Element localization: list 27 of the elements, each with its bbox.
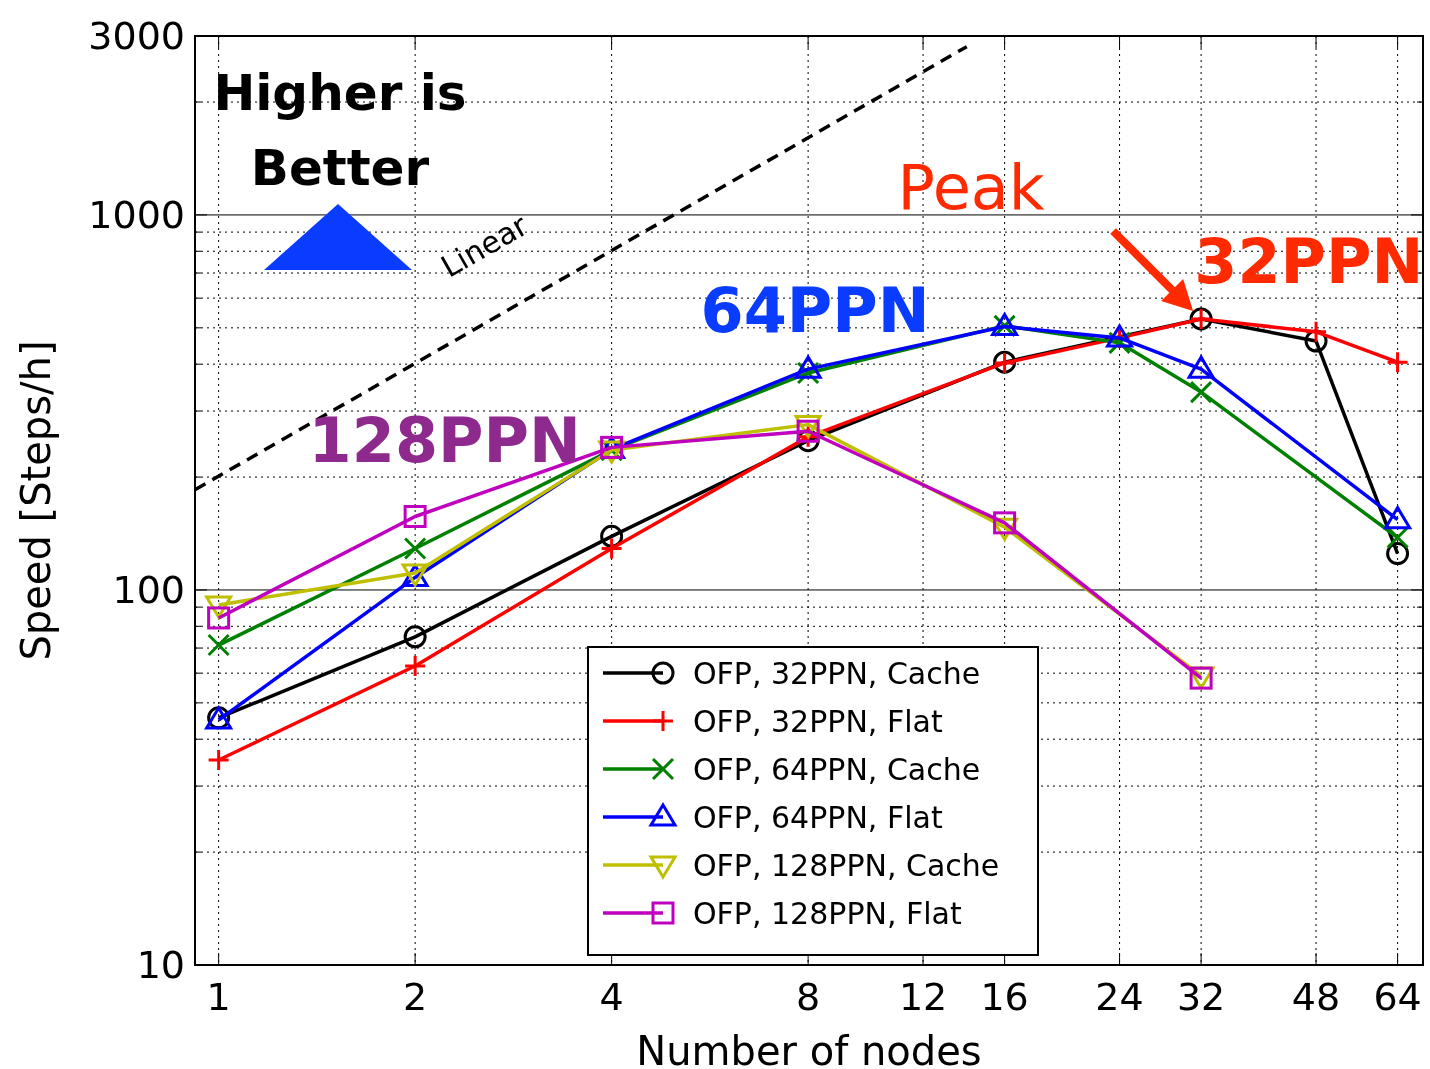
x-axis-title: Number of nodes	[636, 1028, 982, 1069]
annotation: 32PPN	[1194, 225, 1424, 299]
x-tick-label: 2	[403, 975, 428, 1019]
y-tick-label: 1000	[88, 193, 185, 238]
legend-label: OFP, 64PPN, Flat	[693, 799, 943, 835]
legend-label: OFP, 128PPN, Cache	[693, 847, 1000, 883]
x-tick-label: 64	[1373, 975, 1422, 1019]
y-axis-title: Speed [Steps/h]	[13, 340, 59, 661]
annotation: Higher is Better	[213, 64, 467, 197]
annotation: 64PPN	[700, 273, 930, 347]
legend-label: OFP, 32PPN, Flat	[693, 703, 943, 739]
annotation: Peak	[897, 150, 1045, 224]
y-tick-label: 3000	[88, 14, 185, 59]
x-tick-label: 4	[599, 975, 624, 1019]
x-tick-label: 1	[206, 975, 231, 1019]
legend-label: OFP, 64PPN, Cache	[693, 751, 981, 787]
legend-label: OFP, 128PPN, Flat	[693, 895, 962, 931]
y-tick-label: 10	[136, 943, 185, 988]
x-tick-label: 12	[898, 975, 948, 1019]
legend-label: OFP, 32PPN, Cache	[693, 655, 981, 691]
x-tick-label: 16	[980, 975, 1029, 1019]
y-tick-label: 100	[112, 568, 185, 613]
x-tick-label: 48	[1291, 975, 1341, 1019]
x-tick-label: 32	[1176, 975, 1226, 1019]
annotation: 128PPN	[308, 403, 581, 477]
x-tick-label: 24	[1095, 975, 1144, 1019]
x-tick-label: 8	[796, 975, 821, 1019]
